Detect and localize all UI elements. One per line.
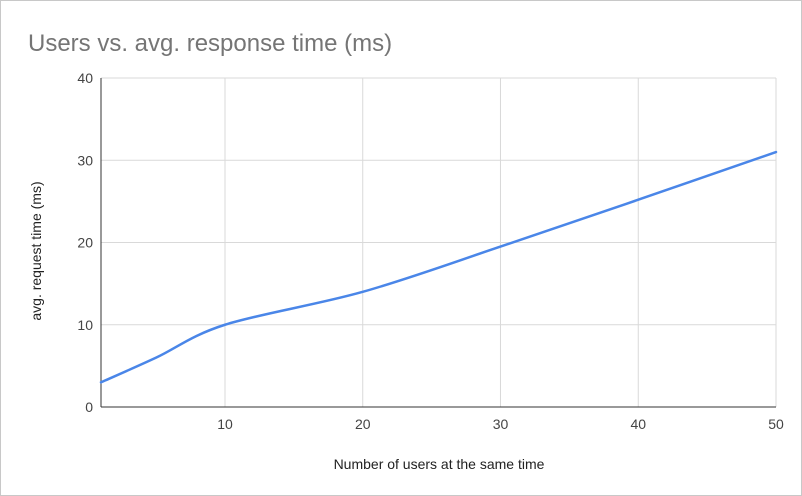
- data-point-0-1: [155, 356, 157, 358]
- y-tick-label-40: 40: [77, 70, 93, 86]
- axes: [100, 78, 776, 408]
- y-tick-label-10: 10: [77, 317, 93, 333]
- x-tick-label-50: 50: [768, 416, 784, 432]
- y-tick-label-0: 0: [85, 399, 93, 415]
- series-line-0: [99, 150, 778, 384]
- data-point-0-5: [637, 199, 639, 201]
- x-tick-label-30: 30: [493, 416, 509, 432]
- chart-title: Users vs. avg. response time (ms): [28, 30, 392, 57]
- data-point-0-3: [362, 291, 364, 293]
- data-point-0-2: [224, 324, 226, 326]
- y-tick-label-30: 30: [77, 152, 93, 168]
- grid-lines: [101, 77, 777, 407]
- data-point-0-4: [499, 245, 501, 247]
- x-tick-label-40: 40: [630, 416, 646, 432]
- x-axis-label: Number of users at the same time: [334, 456, 545, 472]
- y-tick-label-20: 20: [77, 235, 93, 251]
- y-axis-label: avg. request time (ms): [28, 181, 44, 320]
- data-point-0-6: [775, 151, 777, 153]
- x-tick-label-10: 10: [217, 416, 233, 432]
- tick-labels: 0 10 20 30 40 10 20 30 40 50: [77, 70, 784, 432]
- series-layer: [99, 150, 778, 384]
- x-tick-label-20: 20: [355, 416, 371, 432]
- data-point-0-0: [100, 381, 102, 383]
